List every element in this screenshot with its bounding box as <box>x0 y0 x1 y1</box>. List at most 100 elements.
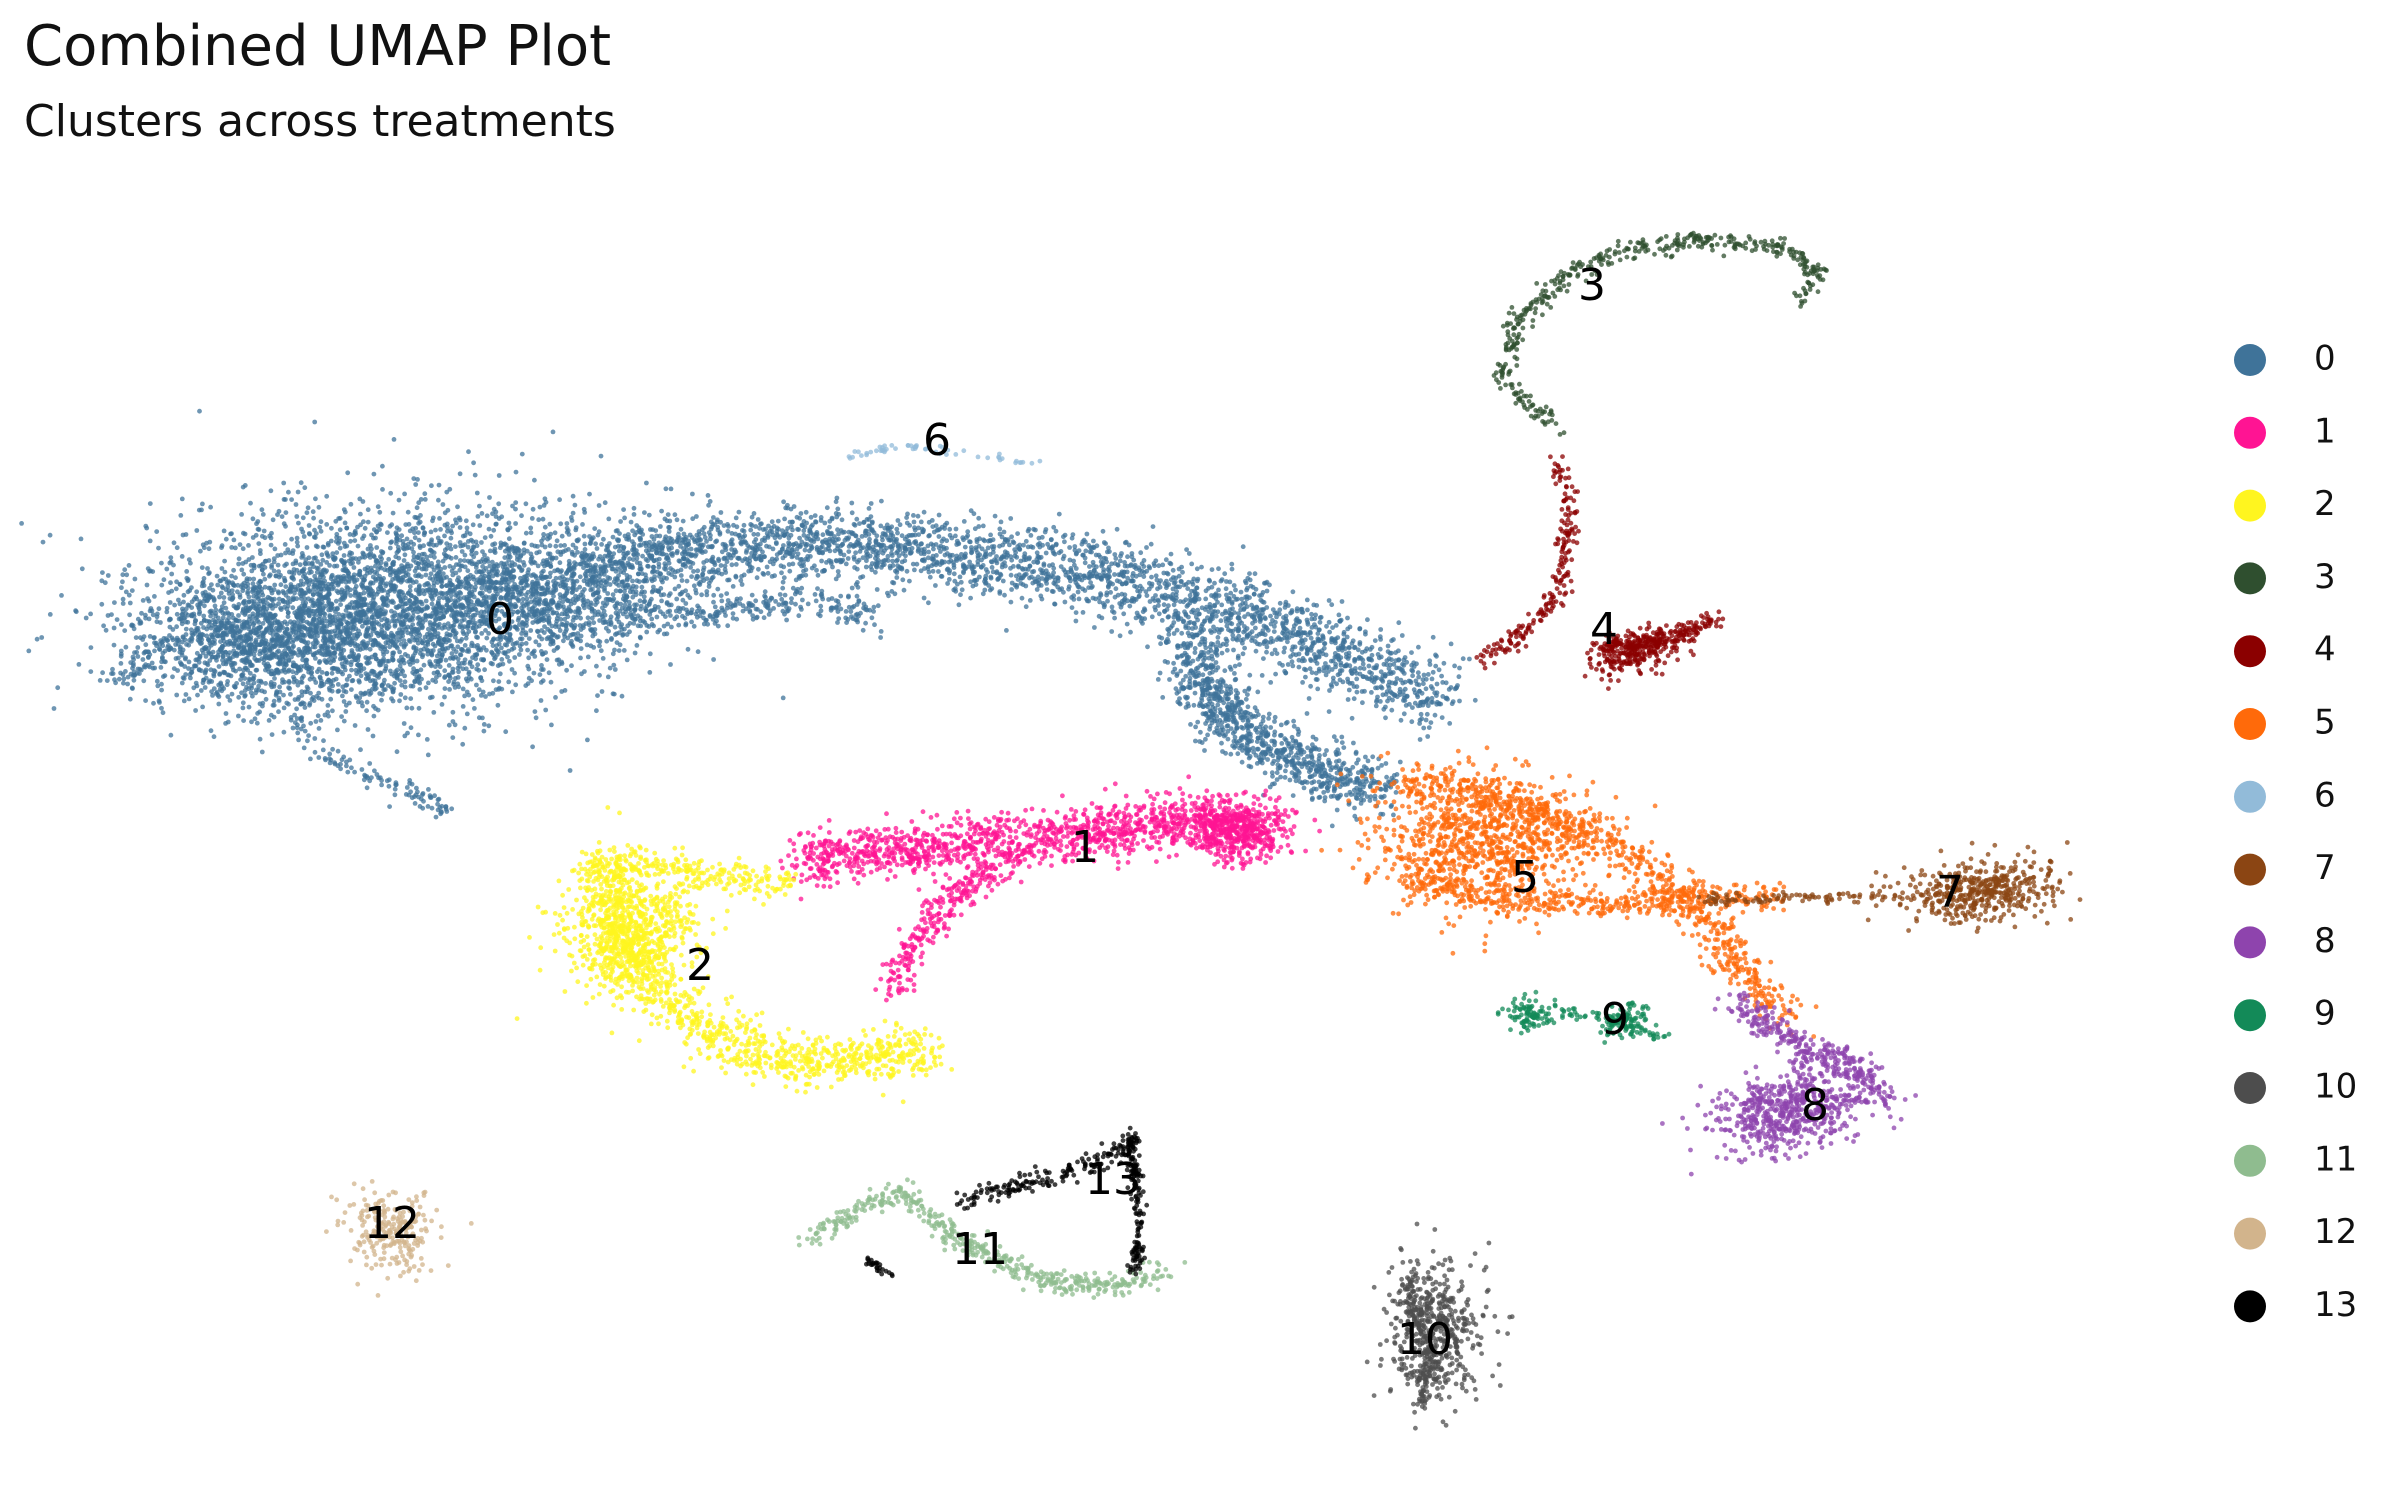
point <box>526 655 532 661</box>
point <box>520 625 526 630</box>
point <box>366 617 371 622</box>
point <box>221 595 227 600</box>
point <box>154 619 160 625</box>
point <box>334 535 339 540</box>
point <box>463 635 469 641</box>
point <box>429 594 435 600</box>
point <box>478 675 484 680</box>
point <box>312 583 317 588</box>
point <box>362 566 368 572</box>
point <box>425 587 431 593</box>
point <box>164 605 170 611</box>
point <box>420 525 426 531</box>
point <box>116 676 122 682</box>
point <box>301 568 306 573</box>
point <box>537 549 542 555</box>
point <box>273 612 278 618</box>
point <box>371 471 377 477</box>
point <box>159 582 165 588</box>
point <box>407 584 413 589</box>
point <box>400 657 406 663</box>
point <box>380 487 385 492</box>
point <box>284 561 289 567</box>
point <box>394 749 400 755</box>
point <box>542 524 548 530</box>
point <box>310 560 315 566</box>
point <box>208 504 214 510</box>
point <box>288 582 294 587</box>
point <box>211 598 217 603</box>
point <box>348 561 354 567</box>
point <box>384 581 389 587</box>
point <box>388 684 394 690</box>
point <box>594 708 599 714</box>
point <box>218 590 224 596</box>
point <box>422 634 428 640</box>
point <box>275 553 281 558</box>
point <box>564 529 570 535</box>
point <box>470 539 476 544</box>
point <box>569 638 574 644</box>
point <box>566 566 572 571</box>
point <box>341 553 347 558</box>
point <box>327 563 332 568</box>
point <box>324 618 329 624</box>
point <box>156 545 161 551</box>
point <box>445 507 451 513</box>
point <box>412 650 418 656</box>
point <box>290 561 296 567</box>
point <box>529 651 535 657</box>
point <box>390 698 396 704</box>
point <box>186 666 191 671</box>
point <box>531 670 537 676</box>
point <box>499 514 505 520</box>
point <box>497 545 503 551</box>
point <box>290 627 295 633</box>
point <box>226 588 232 594</box>
point <box>239 567 245 573</box>
point <box>283 550 288 556</box>
point <box>233 545 238 551</box>
point <box>730 611 736 616</box>
point <box>214 573 220 579</box>
point <box>283 497 288 502</box>
point <box>588 602 593 608</box>
point <box>241 585 246 591</box>
point <box>267 611 272 617</box>
point <box>135 616 141 622</box>
point <box>197 667 202 673</box>
point <box>464 525 470 531</box>
point <box>324 624 330 629</box>
point <box>512 670 517 676</box>
point <box>408 593 414 598</box>
point <box>250 535 256 540</box>
point <box>242 693 248 699</box>
point <box>342 636 347 642</box>
point <box>545 533 551 538</box>
point <box>103 627 109 633</box>
point <box>210 640 216 645</box>
point <box>444 545 450 551</box>
point <box>370 678 376 683</box>
point <box>595 590 601 596</box>
point <box>410 655 416 661</box>
point <box>289 570 295 575</box>
point <box>435 559 441 565</box>
point <box>378 670 383 676</box>
point <box>261 604 267 610</box>
point <box>445 621 451 627</box>
point <box>410 622 416 627</box>
point <box>418 667 424 673</box>
point <box>216 649 221 655</box>
point <box>322 712 328 718</box>
point <box>268 542 274 548</box>
point <box>158 665 164 670</box>
point <box>190 632 196 638</box>
point <box>88 645 94 650</box>
point <box>578 646 584 651</box>
point <box>520 596 526 602</box>
point <box>391 437 397 442</box>
point <box>545 579 551 585</box>
point <box>302 560 308 566</box>
point <box>523 641 529 646</box>
